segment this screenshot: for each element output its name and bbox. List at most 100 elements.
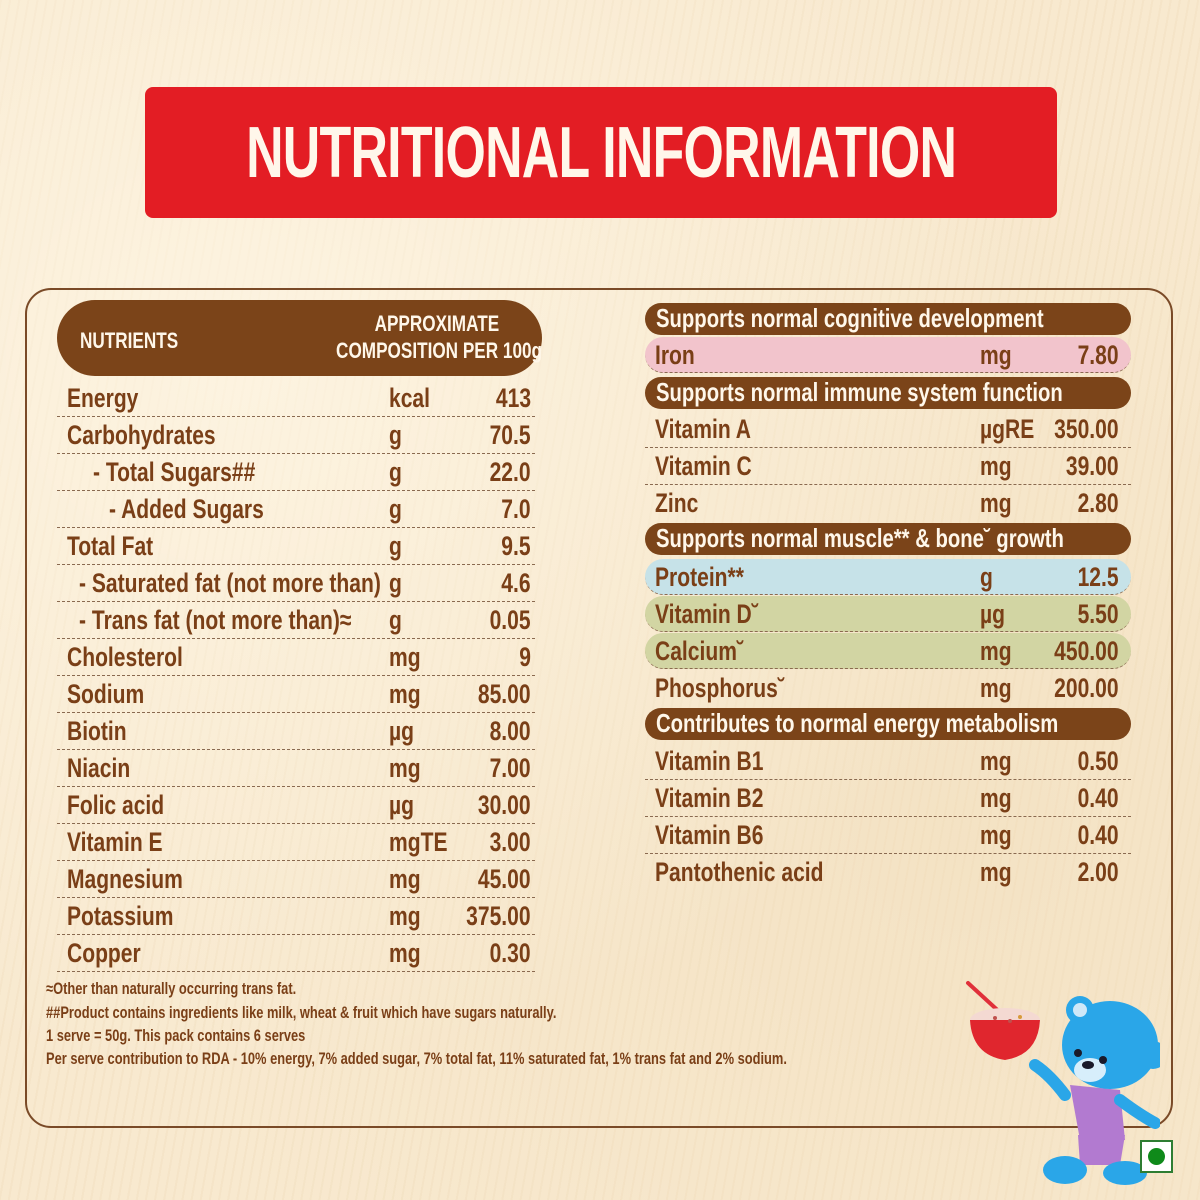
table-row: Sodium mg 85.00 [57,676,535,713]
composition-header-line1: APPROXIMATE [374,311,500,336]
nutrients-header: NUTRIENTS [80,328,179,353]
nutrient-name: Protein** [655,562,744,592]
nutrient-unit: kcal [389,383,430,413]
nutrient-value: 22.0 [490,457,531,487]
nutrient-unit: mg [389,901,421,931]
nutrient-unit: µgRE [980,414,1035,444]
section-heading-cognitive: Supports normal cognitive development [645,303,1131,335]
nutrient-name: Copper [67,938,141,968]
nutrient-name: - Saturated fat (not more than) [79,568,381,598]
nutrient-value: 375.00 [466,901,531,931]
nutrient-name: Energy [67,383,139,413]
table-row: Folic acid µg 30.00 [57,787,535,824]
nutrient-name: Cholesterol [67,642,183,672]
nutrient-value: 413 [495,383,531,413]
table-row: Pantothenic acid mg 2.00 [645,854,1131,891]
nutrient-name: - Added Sugars [109,494,264,524]
nutrient-unit: g [389,457,402,487]
composition-header-line2: COMPOSITION PER 100g [336,338,543,363]
section-heading-muscle-bone: Supports normal muscle** & bone˘ growth [645,523,1131,555]
table-row: Energy kcal 413 [57,380,535,417]
table-row: Zinc mg 2.80 [645,485,1131,522]
footnote-trans-fat: ≈Other than naturally occurring trans fa… [46,980,297,998]
table-row: - Added Sugars g 7.0 [57,491,535,528]
nutrient-name: Vitamin B1 [655,746,764,776]
nutrient-name: Phosphorus˘ [655,673,785,703]
nutrient-value: 0.50 [1078,746,1119,776]
nutrient-name: Zinc [655,488,699,518]
nutrient-value: 350.00 [1054,414,1119,444]
nutrient-value: 70.5 [490,420,531,450]
nutrient-value: 5.50 [1078,599,1119,629]
table-row-vitamin-d: Vitamin D˘ µg 5.50 [645,596,1131,632]
bear-mascot-icon [966,981,1160,1185]
nutrient-unit: g [389,420,402,450]
nutrient-value: 12.5 [1078,562,1119,592]
table-row: - Trans fat (not more than)≈ g 0.05 [57,602,535,639]
nutrient-name: Vitamin D˘ [655,599,759,629]
nutrient-value: 7.00 [490,753,531,783]
nutrient-unit: mg [980,488,1012,518]
nutrient-unit: mg [980,820,1012,850]
nutrient-value: 0.40 [1078,783,1119,813]
nutrient-unit: g [389,568,402,598]
table-row: Total Fat g 9.5 [57,528,535,565]
nutrient-value: 4.6 [501,568,531,598]
nutrient-value: 0.05 [490,605,531,635]
nutrient-name: Sodium [67,679,145,709]
nutrient-name: - Total Sugars## [93,457,256,487]
title-banner: NUTRITIONAL INFORMATION [145,87,1057,218]
table-row-protein: Protein** g 12.5 [645,559,1131,595]
nutrient-name: Vitamin B6 [655,820,764,850]
nutrient-name: Vitamin A [655,414,751,444]
nutrient-value: 9.5 [501,531,531,561]
table-row: Vitamin C mg 39.00 [645,448,1131,485]
nutrient-name: Folic acid [67,790,165,820]
table-row: Biotin µg 8.00 [57,713,535,750]
nutrient-name: Potassium [67,901,174,931]
nutrient-unit: mg [389,642,421,672]
nutrient-name: Niacin [67,753,131,783]
nutrient-unit: mg [389,864,421,894]
table-row: Vitamin A µgRE 350.00 [645,411,1131,448]
nutrient-value: 30.00 [478,790,531,820]
nutrient-unit: mg [980,746,1012,776]
nutrient-name: Vitamin B2 [655,783,764,813]
nutrient-value: 7.0 [501,494,531,524]
page-title: NUTRITIONAL INFORMATION [245,112,957,193]
footnote-sugars: ##Product contains ingredients like milk… [46,1004,557,1022]
footnote-rda: Per serve contribution to RDA - 10% ener… [46,1050,787,1068]
nutrient-value: 7.80 [1078,340,1119,370]
nutrient-value: 3.00 [490,827,531,857]
nutrient-name: Pantothenic acid [655,857,824,887]
nutrient-name: Total Fat [67,531,154,561]
nutrient-unit: mgTE [389,827,448,857]
nutrient-unit: µg [389,790,415,820]
nutrient-name: Biotin [67,716,127,746]
nutrient-unit: µg [980,599,1006,629]
nutrient-value: 0.40 [1078,820,1119,850]
table-row: Vitamin B2 mg 0.40 [645,780,1131,817]
nutrient-name: Carbohydrates [67,420,216,450]
table-row: Cholesterol mg 9 [57,639,535,676]
nutrient-name: - Trans fat (not more than)≈ [79,605,352,635]
section-heading-immune: Supports normal immune system function [645,377,1131,409]
nutrient-unit: µg [389,716,415,746]
nutrient-value: 200.00 [1054,673,1119,703]
nutrient-unit: mg [980,783,1012,813]
table-row-iron: Iron mg 7.80 [645,337,1131,373]
table-row: Magnesium mg 45.00 [57,861,535,898]
nutrient-unit: mg [980,857,1012,887]
content-frame [25,288,1173,1128]
nutrient-value: 2.80 [1078,488,1119,518]
nutrient-name: Calcium˘ [655,636,744,666]
table-row: Copper mg 0.30 [57,935,535,972]
nutrient-unit: mg [980,636,1012,666]
table-row: Carbohydrates g 70.5 [57,417,535,454]
nutrient-value: 39.00 [1066,451,1119,481]
nutrient-unit: mg [980,340,1012,370]
table-row: - Total Sugars## g 22.0 [57,454,535,491]
vegetarian-mark-icon [1140,1140,1173,1173]
nutrient-value: 0.30 [490,938,531,968]
table-row: Phosphorus˘ mg 200.00 [645,670,1131,707]
